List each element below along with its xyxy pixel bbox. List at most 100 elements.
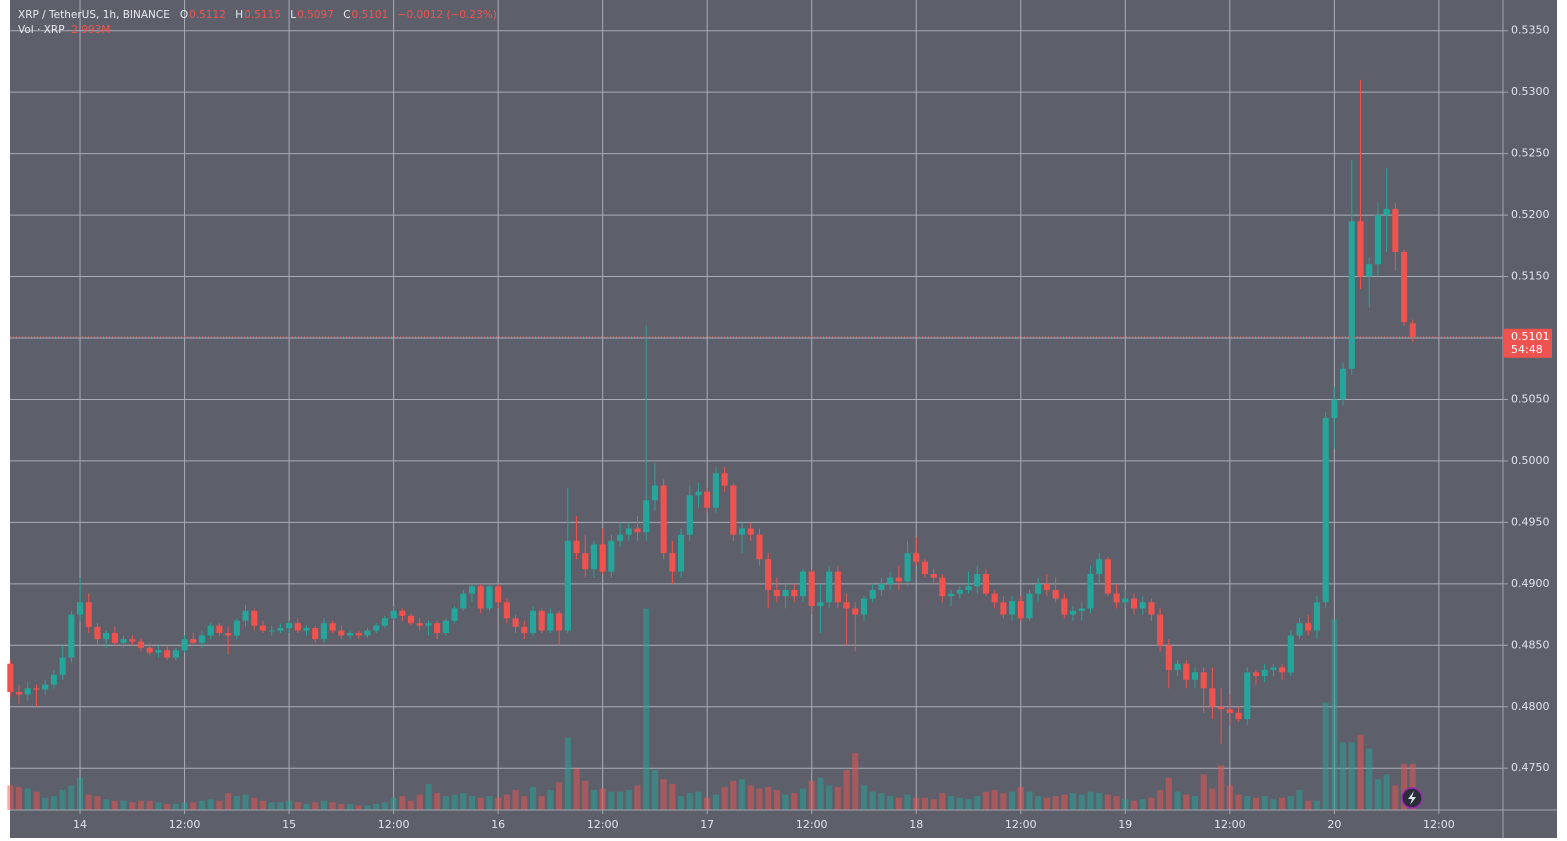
volume-bar — [42, 797, 49, 810]
candle-body — [164, 650, 171, 658]
volume-bar — [512, 790, 519, 810]
candle-body — [103, 633, 110, 640]
candle-body — [695, 491, 702, 496]
countdown-label: 54:48 — [1511, 343, 1543, 356]
volume-bar — [791, 793, 798, 810]
volume-bar — [1078, 794, 1085, 810]
candle-body — [1366, 264, 1373, 277]
candle-body — [94, 626, 101, 640]
volume-bar — [1052, 796, 1059, 810]
volume-bar — [407, 800, 415, 810]
volume-bar — [852, 753, 859, 810]
legend-row: XRP / TetherUS, 1h, BINANCE O0.5112 H0.5… — [18, 8, 503, 23]
volume-bar — [434, 793, 441, 810]
volume-bar — [1113, 796, 1120, 810]
volume-bar — [1313, 800, 1320, 810]
candle-body — [643, 500, 650, 533]
volume-bar — [1400, 763, 1408, 810]
candle-body — [503, 602, 510, 619]
volume-bar — [799, 788, 807, 810]
candle-body — [782, 589, 789, 597]
candle-body — [277, 628, 284, 631]
y-tick-label: 0.4900 — [1511, 577, 1550, 590]
candle-body — [233, 620, 240, 636]
volume-bar — [573, 768, 580, 810]
volume-bar — [216, 800, 223, 810]
candle-body — [1148, 602, 1155, 615]
volume-bar — [721, 786, 728, 810]
candle-body — [878, 583, 885, 590]
candle-body — [120, 639, 127, 643]
volume-bar — [1174, 791, 1181, 810]
volume-bar — [1348, 742, 1355, 810]
symbol: XRP / TetherUS, 1h, BINANCE — [18, 9, 170, 21]
candle-body — [756, 534, 763, 560]
volume-bar — [164, 803, 171, 810]
volume-bar — [24, 788, 31, 810]
volume-last: 2.993M — [71, 24, 111, 36]
volume-bar — [1043, 797, 1050, 810]
x-tick-label: 12:00 — [796, 818, 828, 831]
candle-body — [320, 623, 327, 640]
x-tick-label: 12:00 — [1005, 818, 1037, 831]
candle-body — [895, 577, 902, 582]
candle-body — [1287, 635, 1294, 673]
volume-bar — [460, 793, 467, 810]
volume-bar — [146, 800, 153, 810]
candle-body — [7, 663, 14, 693]
volume-bar — [364, 805, 371, 810]
volume-bar — [1252, 797, 1260, 810]
volume-bar — [1009, 791, 1016, 810]
candle-body — [42, 684, 49, 690]
volume-bar — [76, 777, 84, 810]
volume-bar — [1235, 794, 1242, 810]
y-tick-label: 0.4950 — [1511, 515, 1550, 528]
volume-bar — [834, 786, 841, 810]
candle-body — [678, 534, 685, 572]
candle-body — [381, 618, 388, 626]
candle-body — [442, 620, 449, 634]
candle-body — [1374, 215, 1381, 265]
volume-bar — [669, 783, 676, 810]
candle-body — [686, 495, 693, 535]
y-tick-label: 0.5050 — [1511, 392, 1550, 405]
candle-body — [137, 641, 145, 648]
candle-body — [564, 540, 571, 631]
volume-bar — [1122, 799, 1129, 810]
candle-body — [434, 623, 441, 634]
volume-bar — [1340, 742, 1347, 810]
candle-body — [1096, 559, 1103, 575]
volume-bar — [33, 791, 40, 810]
volume-bar — [373, 803, 380, 810]
y-tick-label: 0.4800 — [1511, 700, 1550, 713]
x-tick-label: 15 — [282, 818, 296, 831]
candle-body — [1322, 417, 1329, 603]
candle-body — [608, 540, 615, 572]
candle-body — [85, 602, 92, 627]
volume-bar — [1279, 797, 1286, 810]
volume-bar — [1270, 799, 1277, 810]
candle-body — [1296, 623, 1303, 636]
candle-body — [225, 633, 232, 636]
candle-body — [712, 473, 719, 508]
volume-bar — [1130, 800, 1138, 810]
candle-body — [1026, 593, 1033, 619]
high-value: 0.5115 — [244, 9, 281, 21]
volume-bar — [930, 799, 937, 810]
candle-body — [982, 574, 989, 594]
candle-body — [129, 639, 136, 642]
volume-bar — [529, 786, 537, 810]
volume-bar — [651, 770, 658, 810]
x-tick-label: 12:00 — [1423, 818, 1455, 831]
volume-bar — [1296, 790, 1303, 810]
candle-body — [259, 625, 267, 631]
x-tick-label: 20 — [1327, 818, 1341, 831]
volume-bar — [338, 803, 345, 810]
volume-bar — [85, 794, 92, 810]
axes: 0.4750 0.4800 0.4850 0.4900 0.4950 0.5000 0.50… — [10, 24, 1552, 831]
candle-body — [869, 589, 876, 599]
candle-body — [1313, 602, 1320, 631]
candle-body — [111, 633, 118, 643]
x-tick-label: 12:00 — [587, 818, 619, 831]
